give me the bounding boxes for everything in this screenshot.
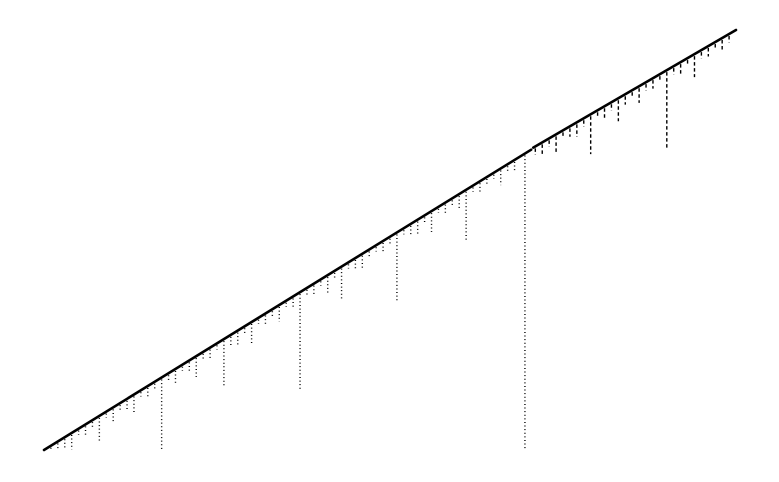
- series-lines: [42, 28, 738, 452]
- series-line-2: [531, 28, 738, 149]
- drop-lines: [50, 36, 730, 450]
- series-line-1: [42, 148, 533, 452]
